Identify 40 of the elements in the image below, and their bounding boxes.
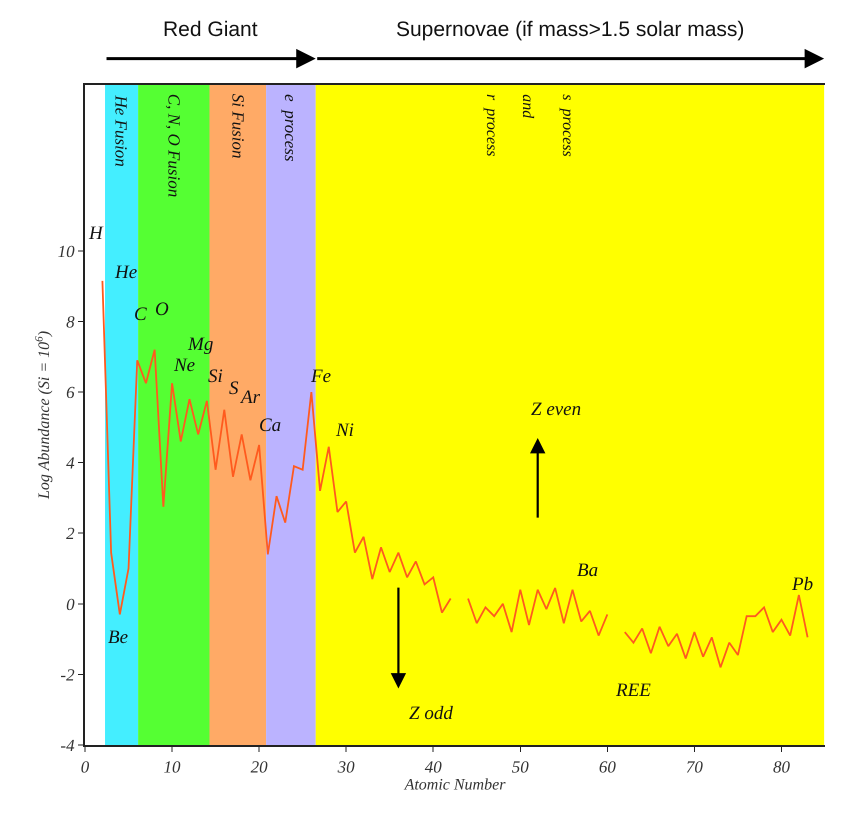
y-tick-label: -4 [60, 736, 76, 755]
annotation: Pb [791, 574, 814, 595]
x-tick-label: 10 [164, 757, 182, 776]
annotation: Ar [239, 387, 261, 408]
annotation: REE [615, 680, 652, 701]
x-tick-label: 0 [80, 757, 90, 776]
text: Red Giant [163, 18, 258, 41]
x-tick-label: 60 [598, 757, 616, 776]
annotation: and [518, 94, 536, 120]
annotation: H [88, 223, 104, 244]
y-tick-label: 8 [66, 312, 76, 332]
x-tick-label: 40 [424, 757, 442, 776]
annotation: Ni [335, 420, 354, 441]
band-label: C, N, O Fusion [164, 94, 184, 198]
y-tick-label: 10 [58, 242, 76, 261]
annotation: Z odd [409, 703, 454, 724]
y-tick-label: 2 [66, 524, 76, 544]
annotation: Be [108, 627, 128, 648]
x-tick-label: 80 [772, 757, 790, 776]
band-label: e process [280, 94, 300, 162]
y-tick-label: -2 [60, 665, 76, 684]
x-axis-title: Atomic Number [404, 776, 506, 794]
y-tick-label: 6 [66, 383, 76, 402]
annotation: Ba [577, 560, 598, 581]
annotation: Z even [531, 399, 582, 420]
y-tick-label: 4 [66, 454, 76, 473]
band-label: Si Fusion [228, 94, 248, 158]
y-tick-label: 0 [66, 594, 76, 614]
annotation: O [155, 299, 169, 320]
annotation: He [114, 262, 138, 283]
annotation: S [229, 378, 239, 399]
text: Supernovae (if mass>1.5 solar mass) [396, 18, 744, 41]
x-tick-label: 20 [250, 757, 268, 776]
annotation: r process [483, 94, 500, 157]
band-label: He Fusion [112, 94, 131, 167]
x-tick-label: 50 [512, 757, 530, 776]
annotation: Ne [173, 355, 196, 376]
x-tick-label: 70 [686, 757, 704, 776]
x-tick-label: 30 [336, 757, 356, 776]
annotation: s process [558, 94, 576, 157]
